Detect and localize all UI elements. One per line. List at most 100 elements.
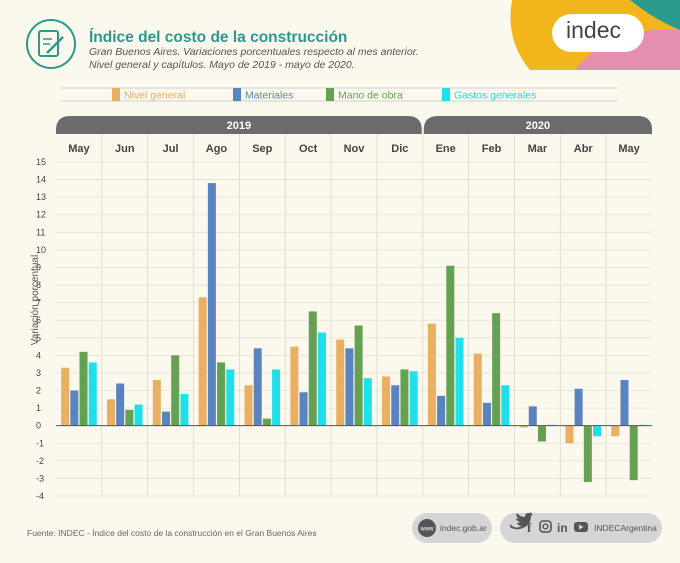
bar-gastos-generales xyxy=(226,369,235,426)
document-edit-icon xyxy=(26,19,76,69)
bar-materiales xyxy=(620,379,629,426)
social-handle[interactable]: INDECArgentina xyxy=(594,523,657,533)
bar-nivel-general xyxy=(611,425,620,437)
bar-mano-de-obra xyxy=(217,362,226,426)
source-note: Fuente: INDEC - Índice del costo de la c… xyxy=(27,528,317,538)
y-tick-label: 6 xyxy=(36,315,41,325)
year-bands: 2019 2020 xyxy=(56,116,652,134)
y-tick-label: 4 xyxy=(36,350,41,360)
y-tick-label: 13 xyxy=(36,192,46,202)
month-label: Feb xyxy=(482,143,502,155)
bar-mano-de-obra xyxy=(400,369,409,426)
corner-decoration xyxy=(510,0,680,70)
bar-gastos-generales xyxy=(134,404,143,426)
legend-label: Materiales xyxy=(245,90,293,102)
gridlines xyxy=(56,161,652,497)
y-tick-label: -4 xyxy=(36,491,44,501)
youtube-icon[interactable] xyxy=(574,522,588,532)
y-tick-label: 10 xyxy=(36,245,46,255)
bar-mano-de-obra xyxy=(262,418,271,426)
year-band-2019 xyxy=(56,116,422,134)
y-tick-label: -1 xyxy=(36,438,44,448)
bar-materiales xyxy=(207,183,216,426)
y-axis-label: Variación porcentual xyxy=(30,255,41,345)
month-label: Mar xyxy=(528,143,548,155)
y-tick-label: -2 xyxy=(36,456,44,466)
bar-gastos-generales xyxy=(363,378,372,426)
bar-gastos-generales xyxy=(593,425,602,437)
month-label: Jun xyxy=(115,143,135,155)
linkedin-icon[interactable]: in xyxy=(557,521,568,535)
bar-materiales xyxy=(345,348,354,426)
y-tick-label: 8 xyxy=(36,280,41,290)
bar-nivel-general xyxy=(427,323,436,426)
bar-nivel-general xyxy=(106,399,115,426)
chart-subtitle-line2: Nivel general y capítulos. Mayo de 2019 … xyxy=(89,59,355,71)
bar-materiales xyxy=(482,402,491,426)
month-label: Jul xyxy=(163,143,179,155)
legend-label: Nivel general xyxy=(124,90,185,102)
y-tick-label: 5 xyxy=(36,333,41,343)
legend-label: Mano de obra xyxy=(338,90,403,102)
y-tick-label: 9 xyxy=(36,262,41,272)
bar-gastos-generales xyxy=(501,385,510,426)
website-link[interactable]: www indec.gob.ar xyxy=(412,513,492,543)
chart-legend: Nivel general Materiales Mano de obra Gasto… xyxy=(112,88,536,102)
bar-nivel-general xyxy=(244,385,253,426)
bar-materiales xyxy=(528,406,537,426)
y-tick-label: 11 xyxy=(36,227,45,237)
facebook-icon[interactable]: f xyxy=(527,520,532,535)
y-tick-label: 1 xyxy=(36,403,41,413)
y-tick-label: 15 xyxy=(36,157,46,167)
bar-gastos-generales xyxy=(180,394,189,426)
bar-materiales xyxy=(391,385,400,426)
bar-materiales xyxy=(574,388,583,426)
bar-materiales xyxy=(116,383,125,426)
bar-materiales xyxy=(437,395,446,426)
bar-gastos-generales xyxy=(272,369,281,426)
month-label: Oct xyxy=(299,143,318,155)
globe-icon: www xyxy=(420,527,435,533)
bar-gastos-generales xyxy=(88,362,97,426)
y-tick-label: 3 xyxy=(36,368,41,378)
instagram-icon[interactable] xyxy=(539,520,552,533)
legend-swatch xyxy=(112,88,120,101)
social-icons: f in INDECArgentina xyxy=(500,512,662,543)
y-tick-label: -3 xyxy=(36,473,44,483)
bar-mano-de-obra xyxy=(583,425,592,482)
legend-label: Gastos generales xyxy=(454,90,536,102)
bar-nivel-general xyxy=(198,297,207,426)
bar-nivel-general xyxy=(290,346,299,426)
year-band-2020 xyxy=(423,116,652,134)
bar-nivel-general xyxy=(565,425,574,444)
website-text: indec.gob.ar xyxy=(440,523,487,533)
bar-gastos-generales xyxy=(455,337,464,426)
chart-subtitle-line1: Gran Buenos Aires. Variaciones porcentua… xyxy=(89,46,419,58)
bar-nivel-general xyxy=(61,367,70,426)
bar-nivel-general xyxy=(336,339,345,426)
bar-mano-de-obra xyxy=(171,355,180,426)
twitter-icon[interactable] xyxy=(510,512,533,530)
y-tick-label: 2 xyxy=(36,386,41,396)
bar-nivel-general xyxy=(382,376,391,426)
month-label: May xyxy=(68,143,90,155)
month-label: May xyxy=(618,143,640,155)
legend-swatch xyxy=(233,88,241,101)
bar-gastos-generales xyxy=(317,332,326,426)
y-tick-label: 12 xyxy=(36,210,46,220)
bar-mano-de-obra xyxy=(308,311,317,426)
bar-mano-de-obra xyxy=(537,425,546,442)
y-tick-label: 7 xyxy=(36,298,41,308)
year-label: 2020 xyxy=(526,120,550,132)
corner-shape-teal xyxy=(630,0,680,30)
bar-materiales xyxy=(162,411,171,426)
bar-mano-de-obra xyxy=(446,265,455,426)
bar-mano-de-obra xyxy=(79,351,88,426)
bar-materiales xyxy=(70,390,79,426)
y-tick-label: 0 xyxy=(36,421,41,431)
indec-logo: indec xyxy=(566,17,621,43)
bar-nivel-general xyxy=(519,425,528,428)
month-label: Ago xyxy=(206,143,228,155)
